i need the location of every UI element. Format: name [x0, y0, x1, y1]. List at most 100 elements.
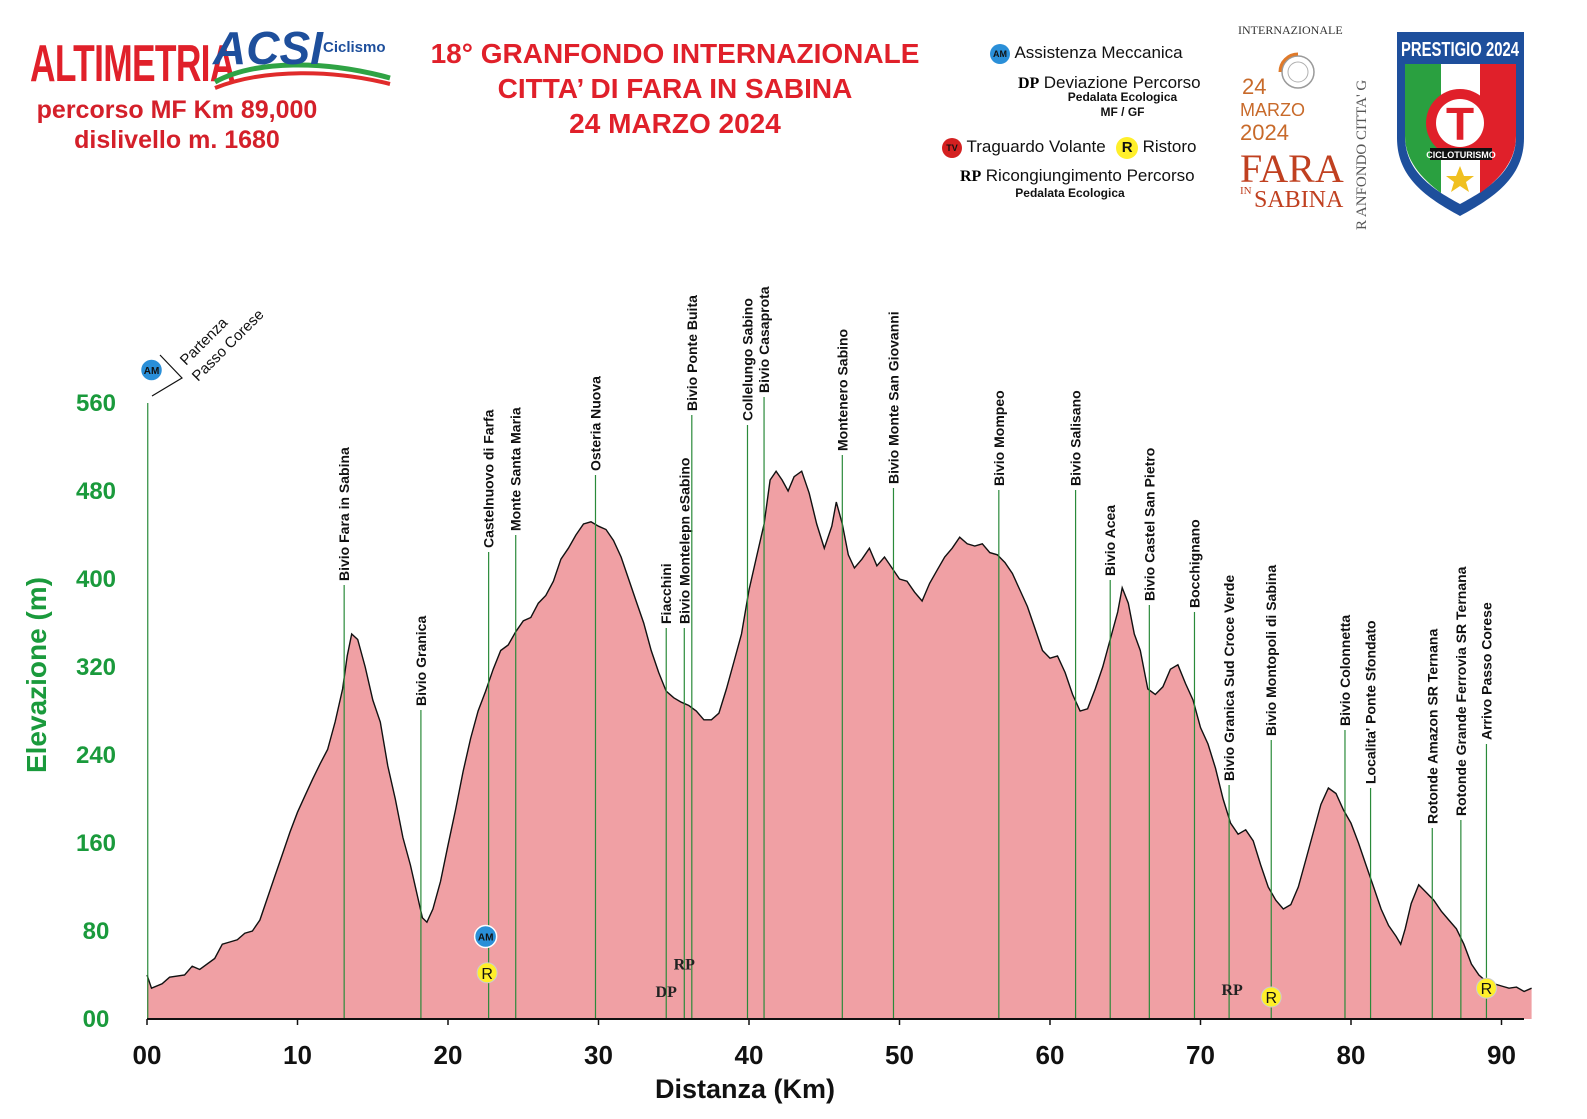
- waypoint-label: Bivio Mompeo: [991, 390, 1007, 486]
- waypoint-label: Collelungo Sabino: [740, 298, 756, 421]
- route-climb: dislivello m. 1680: [74, 126, 280, 154]
- waypoint-label: Rotonde Amazon SR Ternana: [1424, 629, 1440, 824]
- dp-abbr: DP: [1018, 75, 1040, 92]
- legend-dp: DP Deviazione Percorso: [1018, 73, 1201, 93]
- waypoint-label: Bivio Granica: [413, 616, 429, 706]
- legend-dp-sub1: Pedalata Ecologica: [1067, 90, 1178, 104]
- acsi-logo: ACSI Ciclismo: [212, 22, 391, 90]
- y-tick-label: 480: [76, 478, 116, 505]
- granfondo-logo: INTERNAZIONALE 24 MARZO 2024 FARA IN SAB…: [1238, 23, 1370, 230]
- logo-top-text: INTERNAZIONALE: [1238, 23, 1343, 37]
- y-tick-label: 160: [76, 830, 116, 857]
- tv-badge-icon: TV: [942, 138, 962, 158]
- svg-text:R: R: [1481, 981, 1493, 998]
- legend-ristoro-label: Ristoro: [1142, 137, 1197, 157]
- rp-marker: RP: [674, 957, 696, 974]
- waypoint-label: Bivio Fara in Sabina: [336, 447, 352, 581]
- ristoro-badge-icon: R: [1116, 137, 1139, 159]
- x-tick-label: 10: [283, 1040, 312, 1070]
- logo-town1: FARA: [1240, 146, 1344, 191]
- x-axis-label: Distanza (Km): [655, 1074, 835, 1104]
- waypoint-label: Bivio Castel San Pietro: [1141, 448, 1157, 601]
- waypoint-label: Bocchignano: [1187, 519, 1203, 608]
- svg-text:R: R: [481, 966, 493, 983]
- waypoint-label: Bivio Ponte Buita: [684, 295, 700, 411]
- y-tick-label: 560: [76, 390, 116, 417]
- waypoint-label: Bivio Salisano: [1068, 390, 1084, 486]
- waypoint-label: Fiacchini: [658, 563, 674, 624]
- waypoint-label: Bivio Monte San Giovanni: [886, 311, 902, 484]
- svg-text:AM: AM: [478, 933, 494, 944]
- event-line-1: 18° GRANFONDO INTERNAZIONALE: [430, 38, 920, 69]
- altimetria-title: ALTIMETRIA: [30, 35, 235, 93]
- route-distance: percorso MF Km 89,000: [36, 96, 318, 124]
- logo-town2a: IN: [1240, 185, 1252, 197]
- ristoro-marker: R: [1475, 977, 1497, 999]
- rp-marker: RP: [1221, 982, 1243, 999]
- start-label: Partenza Passo Corese: [151, 306, 267, 397]
- waypoint-label: Arrivo Passo Corese: [1479, 602, 1495, 740]
- x-tick-label: 70: [1186, 1040, 1215, 1070]
- prestigio-band: CICLOTURISMO: [1426, 150, 1496, 160]
- waypoint-label: Monte Santa Maria: [508, 407, 524, 531]
- am-badge-icon: AM: [990, 43, 1010, 64]
- waypoint-label: Bivio Montopoli di Sabina: [1263, 565, 1279, 736]
- legend-am: AM Assistenza Meccanica: [990, 43, 1183, 64]
- ristoro-marker: R: [1260, 986, 1282, 1008]
- acsi-word: Ciclismo: [323, 39, 386, 56]
- legend-dp-label: Deviazione Percorso: [1043, 73, 1201, 92]
- logo-year: 2024: [1240, 120, 1289, 145]
- x-tick-label: 00: [133, 1040, 162, 1070]
- legend-tv-label: Traguardo Volante: [966, 137, 1106, 157]
- y-tick-label: 400: [76, 566, 116, 593]
- y-axis-label: Elevazione (m): [21, 577, 52, 773]
- prestigio-shield-logo: PRESTIGIO 2024 T CICLOTURISMO: [1397, 32, 1524, 216]
- waypoint-label: Castelnuovo di Farfa: [481, 409, 497, 548]
- x-tick-label: 20: [434, 1040, 463, 1070]
- prestigio-title: PRESTIGIO 2024: [1401, 39, 1520, 61]
- y-tick-label: 320: [76, 654, 116, 681]
- logo-town2b: SABINA: [1254, 187, 1344, 213]
- event-line-2: CITTA’ DI FARA IN SABINA: [497, 73, 853, 104]
- event-line-3: 24 MARZO 2024: [569, 108, 781, 139]
- waypoint-layer: Bivio Fara in Sabina Bivio Granica Casteln…: [147, 286, 1495, 1019]
- marker-layer: AM AM R DP RP RP R R: [139, 358, 1497, 1008]
- waypoint-label: Osteria Nuova: [588, 376, 604, 471]
- dp-marker: DP: [656, 984, 678, 1001]
- waypoint-label: Bivio Montelepn eSabino: [676, 458, 692, 624]
- x-tick-label: 40: [735, 1040, 764, 1070]
- y-tick-label: 240: [76, 742, 116, 769]
- y-tick-labels: 00 80 160 240 320 400 480 560: [76, 390, 116, 1033]
- ristoro-marker: R: [476, 962, 498, 984]
- rp-abbr: RP: [960, 168, 982, 185]
- waypoint-label: Bivio Granica Sud Croce Verde: [1221, 575, 1237, 781]
- elevation-profile-area: [147, 471, 1532, 1019]
- legend-tv: TV Traguardo Volante R Ristoro: [942, 137, 1196, 159]
- am-marker: AM: [139, 358, 164, 382]
- logo-side-text: R ANFONDO CITTA' G: [1354, 80, 1370, 230]
- y-tick-label: 80: [83, 918, 110, 945]
- acsi-letters: ACSI: [212, 22, 324, 74]
- am-marker: AM: [473, 924, 498, 949]
- x-tick-label: 50: [885, 1040, 914, 1070]
- legend-rp-sub: Pedalata Ecologica: [1015, 186, 1125, 200]
- legend-rp-label: Ricongiungimento Percorso: [985, 166, 1195, 185]
- x-tick-label: 90: [1487, 1040, 1516, 1070]
- x-tick-label: 30: [584, 1040, 613, 1070]
- x-tick-labels: 00 10 20 30 40 50 60 70 80 90: [133, 1019, 1516, 1070]
- svg-text:R: R: [1265, 990, 1277, 1007]
- waypoint-label: Rotonde Grande Ferrovia SR Ternana: [1453, 566, 1469, 816]
- logo-day: 24: [1242, 74, 1266, 99]
- legend-rp: RP Ricongiungimento Percorso: [960, 166, 1195, 186]
- x-tick-label: 60: [1036, 1040, 1065, 1070]
- waypoint-label: Localita' Ponte Sfondato: [1363, 620, 1379, 784]
- svg-text:AM: AM: [144, 366, 160, 377]
- waypoint-label: Bivio Colonnetta: [1337, 615, 1353, 726]
- waypoint-label: Bivio Casaprota: [756, 286, 772, 393]
- star-icon: [1446, 166, 1474, 192]
- prestigio-letter: T: [1446, 98, 1474, 150]
- legend-dp-sub2: MF / GF: [1100, 105, 1145, 119]
- y-tick-label: 00: [83, 1006, 110, 1033]
- legend-am-label: Assistenza Meccanica: [1014, 43, 1183, 62]
